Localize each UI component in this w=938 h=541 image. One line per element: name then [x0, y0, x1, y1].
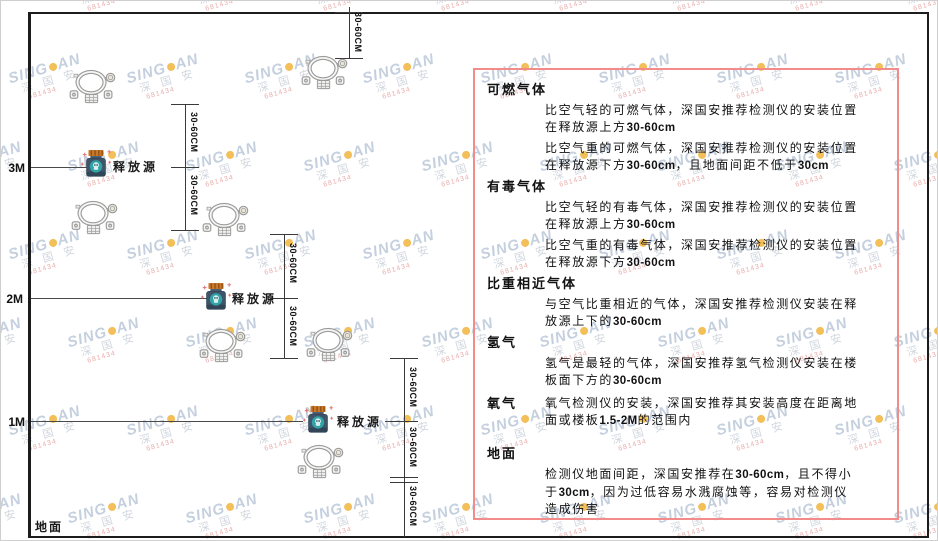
gas-detector-icon	[199, 328, 246, 363]
gas-detector-icon	[202, 202, 249, 237]
height-label-1m: 1M	[8, 415, 25, 429]
height-line-3m	[31, 167, 87, 168]
dimension-tick	[335, 58, 363, 59]
gas-detector-icon	[297, 444, 344, 479]
dimension-label: 30-60CM	[408, 367, 418, 408]
section-header-flammable-gas: 可燃气体	[487, 82, 548, 97]
height-line-2m	[31, 298, 207, 299]
dimension-line	[284, 234, 285, 359]
dimension-tick	[171, 230, 199, 231]
section-paragraph: 比空气重的可燃气体，深国安推荐检测仪的安装位置在释放源下方30-60cm，且地面…	[545, 141, 858, 172]
section-paragraph: 检测仪地面间距，深国安推荐在30-60cm，且不得小于30cm，因为过低容易水溅…	[545, 467, 853, 516]
section-paragraph: 氧气检测仪的安装，深国安推荐其安装高度在距离地面或楼板1.5-2M的范围内	[545, 396, 858, 427]
dimension-tick	[390, 421, 418, 422]
height-label-2m: 2M	[6, 292, 23, 306]
dimension-tick	[270, 234, 298, 235]
section-header-hydrogen: 氢气	[487, 335, 518, 350]
section-header-oxygen: 氧气	[487, 396, 518, 411]
info-panel: 可燃气体 比空气轻的可燃气体，深国安推荐检测仪的安装位置在释放源上方30-60c…	[473, 68, 899, 520]
height-line-1m	[31, 421, 303, 422]
section-paragraph: 比空气轻的可燃气体，深国安推荐检测仪的安装位置在释放源上方30-60cm	[545, 103, 858, 134]
dimension-label: 30-60CM	[189, 112, 199, 153]
height-label-3m: 3M	[8, 161, 25, 175]
dimension-label: 30-60CM	[288, 243, 298, 284]
section-paragraph: 与空气比重相近的气体，深国安推荐检测仪安装在释放源上下的30-60cm	[545, 297, 858, 328]
dimension-tick	[270, 298, 298, 299]
dimension-tick	[171, 104, 199, 105]
section-paragraph: 比空气轻的有毒气体，深国安推荐检测仪的安装位置在释放源上方30-60cm	[545, 200, 858, 231]
section-paragraph: 比空气重的有毒气体，深国安推荐检测仪的安装位置在释放源下方30-60cm	[545, 238, 858, 269]
frame-line-bottom	[28, 536, 929, 538]
dimension-tick	[390, 482, 418, 483]
gas-detector-icon	[306, 327, 353, 362]
gas-detector-icon	[301, 55, 348, 90]
section-header-ground: 地面	[487, 446, 518, 461]
dimension-label: 30-60CM	[288, 306, 298, 347]
dimension-label: 30-60CM	[408, 427, 418, 468]
release-source-icon	[302, 405, 334, 433]
dimension-tick	[390, 358, 418, 359]
gas-detector-icon	[71, 200, 118, 235]
dimension-tick	[390, 477, 418, 478]
frame-line-left	[28, 12, 31, 538]
dimension-tick	[335, 12, 363, 13]
frame-line-right	[927, 12, 929, 538]
section-header-similar-density-gas: 比重相近气体	[487, 276, 578, 291]
frame-line-top	[28, 12, 929, 14]
section-oxygen: 氧气 氧气检测仪的安装，深国安推荐其安装高度在距离地面或楼板1.5-2M的范围内	[487, 395, 885, 429]
ground-label: 地面	[35, 520, 64, 534]
release-source-label: 释放源	[232, 292, 278, 306]
dimension-line	[404, 358, 405, 537]
release-source-label: 释放源	[337, 415, 383, 429]
dimension-label: 30-60CM	[189, 175, 199, 216]
dimension-tick	[270, 358, 298, 359]
release-source-label: 释放源	[113, 160, 159, 174]
dimension-label: 30-60CM	[353, 12, 363, 53]
dimension-line	[349, 7, 350, 59]
section-header-toxic-gas: 有毒气体	[487, 179, 548, 194]
dimension-label: 30-60CM	[408, 486, 418, 527]
gas-detector-icon	[69, 69, 116, 104]
dimension-tick	[171, 167, 199, 168]
release-source-icon	[200, 282, 232, 310]
section-paragraph: 氢气是最轻的气体，深国安推荐氢气检测仪安装在楼板面下方的30-60cm	[545, 356, 858, 387]
release-source-icon	[80, 149, 112, 177]
